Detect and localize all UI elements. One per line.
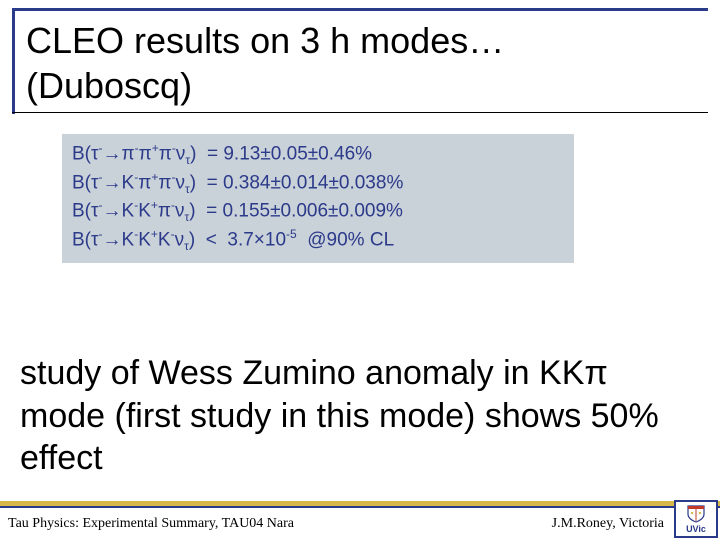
shield-icon xyxy=(686,505,706,523)
title-left-rule xyxy=(12,8,15,114)
title-top-rule xyxy=(12,8,708,11)
branching-ratio-box: B(τ-→π-π+π-ντ) = 9.13±0.05±0.46% B(τ-→K-… xyxy=(62,134,574,263)
footer-right-text: J.M.Roney, Victoria xyxy=(552,516,664,532)
footer-rule-blue xyxy=(0,506,720,508)
title-line-2: (Duboscq) xyxy=(26,65,192,106)
formula-row: B(τ-→K-K+π-ντ) = 0.155±0.006±0.009% xyxy=(72,197,564,226)
slide-title: CLEO results on 3 h modes… (Duboscq) xyxy=(26,18,504,108)
formula-row: B(τ-→π-π+π-ντ) = 9.13±0.05±0.46% xyxy=(72,140,564,169)
uvic-logo: UVic xyxy=(674,500,718,538)
logo-text: UVic xyxy=(686,524,706,534)
formula-row: B(τ-→K-π+π-ντ) = 0.384±0.014±0.038% xyxy=(72,169,564,198)
formula-row: B(τ-→K-K+K-ντ) < 3.7×10-5 @90% CL xyxy=(72,226,564,255)
title-line-1: CLEO results on 3 h modes… xyxy=(26,20,504,61)
body-paragraph: study of Wess Zumino anomaly in KKπ mode… xyxy=(20,352,700,480)
footer-left-text: Tau Physics: Experimental Summary, TAU04… xyxy=(8,516,294,532)
title-bottom-rule xyxy=(12,112,708,113)
